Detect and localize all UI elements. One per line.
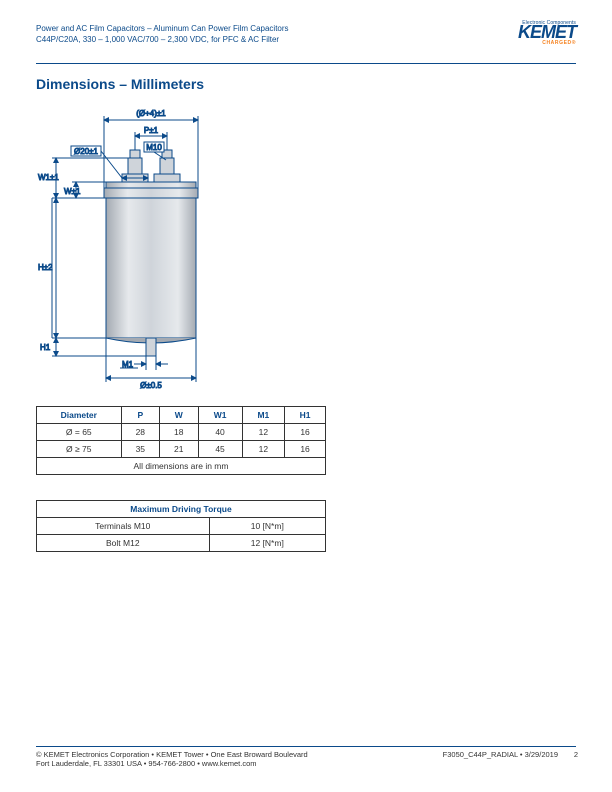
col-m1: M1 — [242, 407, 284, 424]
table-header-row: Maximum Driving Torque — [37, 501, 326, 518]
dim-bottom: Ø±0.5 — [140, 381, 162, 390]
page-footer: © KEMET Electronics Corporation • KEMET … — [36, 746, 576, 768]
col-w1: W1 — [198, 407, 242, 424]
footer-line2: Fort Lauderdale, FL 33301 USA • 954-766-… — [36, 759, 576, 768]
torque-title: Maximum Driving Torque — [37, 501, 326, 518]
table-row: Ø = 65 28 18 40 12 16 — [37, 424, 326, 441]
dimensions-table: Diameter P W W1 M1 H1 Ø = 65 28 18 40 12… — [36, 406, 326, 475]
dim-d20: Ø20±1 — [74, 147, 99, 156]
table-row: Terminals M10 10 [N*m] — [37, 518, 326, 535]
dim-m10: M10 — [146, 143, 162, 152]
dim-top: (Ø+4)±1 — [136, 109, 166, 118]
logo-text: KEMET — [518, 24, 576, 40]
col-p: P — [121, 407, 159, 424]
page-number: 2 — [574, 750, 578, 759]
footer-doc: F3050_C44P_RADIAL • 3/29/2019 — [443, 750, 558, 759]
torque-table: Maximum Driving Torque Terminals M10 10 … — [36, 500, 326, 552]
dim-w: W±1 — [64, 187, 81, 196]
col-w: W — [160, 407, 198, 424]
page-header: Power and AC Film Capacitors – Aluminum … — [36, 24, 576, 64]
table-header-row: Diameter P W W1 M1 H1 — [37, 407, 326, 424]
header-line1: Power and AC Film Capacitors – Aluminum … — [36, 24, 576, 35]
dim-p: P±1 — [144, 126, 159, 135]
table-row: Ø ≥ 75 35 21 45 12 16 — [37, 441, 326, 458]
table-footer-row: All dimensions are in mm — [37, 458, 326, 475]
table-row: Bolt M12 12 [N*m] — [37, 535, 326, 552]
col-diameter: Diameter — [37, 407, 122, 424]
dim-w1: W1±1 — [38, 173, 59, 182]
dim-h1: H1 — [40, 343, 51, 352]
header-line2: C44P/C20A, 330 – 1,000 VAC/700 – 2,300 V… — [36, 35, 576, 46]
dim-h: H±2 — [38, 263, 53, 272]
capacitor-diagram: (Ø+4)±1 P±1 M10 Ø20±1 W1±1 W±1 H±2 H1 — [36, 102, 226, 392]
kemet-logo: Electronic Components KEMET CHARGED® — [518, 20, 576, 46]
col-h1: H1 — [285, 407, 326, 424]
header-text: Power and AC Film Capacitors – Aluminum … — [36, 24, 576, 46]
section-title: Dimensions – Millimeters — [36, 76, 204, 92]
